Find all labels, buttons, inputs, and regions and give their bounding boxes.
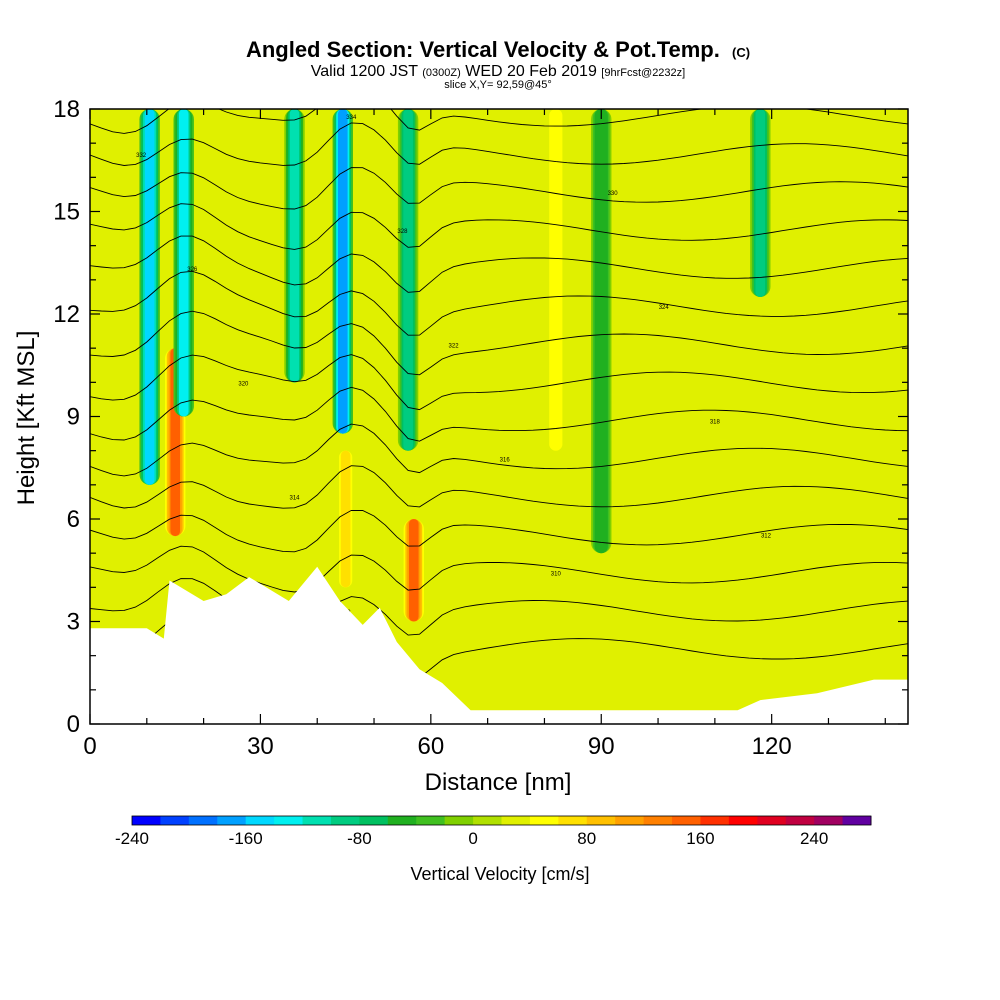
y-tick-label: 6 <box>67 506 80 533</box>
colorbar-swatch <box>245 816 275 825</box>
y-tick-label: 12 <box>53 301 80 328</box>
y-tick-label: 9 <box>67 404 80 431</box>
theta-contour-label: 314 <box>289 496 300 502</box>
colorbar-swatch <box>672 816 701 825</box>
colorbar-swatch <box>188 816 218 825</box>
downdraft-band-5-level-3 <box>596 109 607 554</box>
colorbar-tick-label: 0 <box>468 829 477 848</box>
theta-contour-316 <box>90 423 908 477</box>
chart-title: Angled Section: Vertical Velocity & Pot.… <box>246 37 750 62</box>
theta-contour-label: 330 <box>608 191 619 197</box>
slice-label: slice X,Y= 92,59@45° <box>444 79 552 91</box>
colorbar-swatch <box>529 816 559 825</box>
downdraft-band-6-level-3 <box>755 109 766 297</box>
colorbar-tick-label: -240 <box>115 829 149 848</box>
terrain <box>90 566 908 724</box>
theta-contour-334 <box>90 109 908 134</box>
colorbar-swatch <box>785 816 815 825</box>
theta-contour-label: 318 <box>710 419 721 425</box>
x-tick-label: 30 <box>247 733 274 760</box>
colorbar-swatch <box>586 816 616 825</box>
theta-contour-312 <box>90 509 908 553</box>
y-tick-label: 18 <box>53 96 80 123</box>
colorbar-swatch <box>302 816 332 825</box>
theta-contour-label: 332 <box>136 153 147 159</box>
downdraft-band-2-level-3 <box>289 109 300 383</box>
theta-contour-326 <box>90 235 908 293</box>
y-tick-label: 15 <box>53 199 80 226</box>
colorbar-tick-label: -80 <box>347 829 372 848</box>
theta-contour-label: 334 <box>346 115 357 121</box>
colorbar-swatch <box>473 816 502 825</box>
theta-contour-label: 316 <box>500 457 511 463</box>
colorbar-tick-label: 160 <box>686 829 714 848</box>
colorbar-swatch <box>330 816 360 825</box>
chart-subtitle: Valid 1200 JST (0300Z) WED 20 Feb 2019 [… <box>311 63 685 80</box>
colorbar-swatch <box>416 816 446 825</box>
theta-contour-label: 310 <box>551 572 562 578</box>
plot-area: 3063083103123143163183203223243263283303… <box>90 109 908 724</box>
colorbar-swatch <box>160 816 190 825</box>
y-axis-label: Height [Kft MSL] <box>13 331 40 506</box>
theta-contour-328 <box>90 203 908 250</box>
theta-contour-label: 324 <box>659 305 670 311</box>
colorbar-tick-label: 240 <box>800 829 828 848</box>
updraft-band-3-level-3 <box>408 519 419 622</box>
y-tick-label: 0 <box>67 711 80 738</box>
x-axis: 0 30 60 90 120 <box>83 109 886 760</box>
theta-contour-318 <box>90 386 908 442</box>
colorbar-swatch <box>217 816 247 825</box>
theta-contour-332 <box>90 122 908 166</box>
velocity-field <box>139 109 771 622</box>
theta-contour-310 <box>90 545 908 593</box>
downdraft-band-4-level-3 <box>403 109 413 451</box>
colorbar-swatch <box>359 816 389 825</box>
x-axis-label: Distance [nm] <box>425 769 572 796</box>
theta-contour-label: 312 <box>761 534 772 540</box>
theta-contour-324 <box>90 270 908 336</box>
colorbar-swatch <box>132 816 161 825</box>
downdraft-band-3-level-3 <box>337 109 348 434</box>
theta-contour-label: 328 <box>397 229 408 235</box>
theta-contours: 3063083103123143163183203223243263283303… <box>90 109 908 679</box>
colorbar-tick-label: 80 <box>577 829 596 848</box>
theta-contour-label: 320 <box>238 381 249 387</box>
x-tick-label: 60 <box>417 733 444 760</box>
theta-contour-330 <box>90 167 908 210</box>
theta-contour-label: 322 <box>449 343 460 349</box>
y-tick-label: 3 <box>67 609 80 636</box>
updraft-band-2-level-3 <box>551 109 561 451</box>
colorbar-label: Vertical Velocity [cm/s] <box>410 864 589 884</box>
colorbar-swatch <box>274 816 304 825</box>
updraft-band-1-level-3 <box>340 450 351 588</box>
x-tick-label: 120 <box>752 733 792 760</box>
downdraft-band-0-level-3 <box>144 109 155 485</box>
y-axis: 0 3 6 9 12 15 18 <box>53 96 908 738</box>
colorbar-swatch <box>728 816 758 825</box>
colorbar-frame <box>131 815 872 826</box>
colorbar-swatch <box>643 816 673 825</box>
colorbar: -240 -160 -80 0 80 160 240 <box>115 815 872 848</box>
x-tick-label: 90 <box>588 733 615 760</box>
colorbar-swatch <box>501 816 531 825</box>
colorbar-swatch <box>558 816 588 825</box>
colorbar-swatch <box>757 816 787 825</box>
colorbar-swatch <box>615 816 645 825</box>
x-tick-label: 0 <box>83 733 96 760</box>
theta-contour-314 <box>90 465 908 509</box>
theta-contour-label: 326 <box>187 267 198 273</box>
colorbar-tick-label: -160 <box>229 829 263 848</box>
theta-contour-322 <box>90 310 908 376</box>
colorbar-swatch <box>387 816 417 825</box>
colorbar-swatch <box>444 816 474 825</box>
colorbar-swatch <box>842 816 872 825</box>
downdraft-band-1-level-3 <box>178 109 189 417</box>
colorbar-swatch <box>814 816 844 825</box>
theta-contour-320 <box>90 354 908 411</box>
colorbar-swatch <box>700 816 730 825</box>
